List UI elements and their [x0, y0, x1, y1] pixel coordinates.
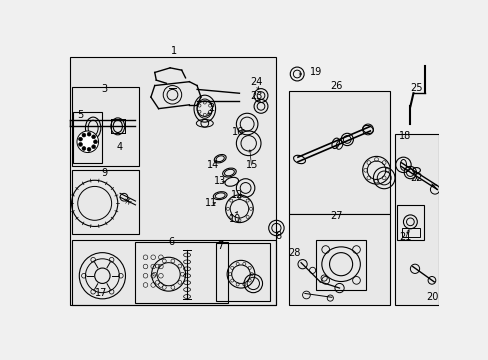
Text: 9: 9 — [102, 167, 107, 177]
Circle shape — [77, 131, 99, 153]
Text: 23: 23 — [250, 91, 262, 100]
Text: 21: 21 — [398, 232, 410, 242]
Bar — [316, 239, 366, 289]
Text: 26: 26 — [329, 81, 342, 91]
Circle shape — [93, 140, 97, 144]
Text: 28: 28 — [288, 248, 301, 258]
Text: 4: 4 — [117, 142, 123, 152]
Text: 1: 1 — [171, 46, 177, 56]
Circle shape — [79, 137, 82, 141]
Text: 2: 2 — [207, 103, 214, 113]
Bar — [73, 112, 102, 163]
Bar — [71, 170, 139, 234]
Text: 7: 7 — [217, 241, 223, 251]
Circle shape — [87, 132, 91, 136]
Text: 3: 3 — [102, 84, 107, 94]
Text: 20: 20 — [425, 292, 437, 302]
Bar — [396, 205, 424, 239]
Bar — [71, 239, 276, 305]
Text: 25: 25 — [409, 83, 422, 93]
Circle shape — [87, 147, 91, 151]
Bar — [288, 91, 389, 214]
Text: 8: 8 — [274, 231, 281, 241]
Text: 17: 17 — [95, 288, 107, 298]
Text: 10: 10 — [228, 214, 241, 224]
Text: 5: 5 — [77, 110, 83, 120]
Text: 16: 16 — [231, 127, 244, 137]
Text: 14: 14 — [207, 160, 219, 170]
Circle shape — [79, 143, 82, 146]
Bar — [71, 87, 139, 166]
Bar — [135, 242, 227, 303]
Text: 19: 19 — [310, 67, 322, 77]
Bar — [288, 214, 389, 305]
Text: 24: 24 — [250, 77, 262, 87]
Text: 12: 12 — [230, 190, 243, 200]
Text: 22: 22 — [409, 173, 422, 183]
Bar — [394, 134, 438, 305]
Bar — [401, 228, 420, 237]
Text: 18: 18 — [398, 131, 410, 141]
Circle shape — [82, 147, 86, 150]
Text: 13: 13 — [214, 176, 226, 186]
Text: 6: 6 — [168, 237, 174, 247]
Bar — [70, 57, 276, 305]
Text: 15: 15 — [245, 160, 258, 170]
Text: 27: 27 — [329, 211, 342, 221]
Circle shape — [82, 133, 86, 137]
Bar — [216, 243, 270, 301]
Text: 11: 11 — [204, 198, 217, 208]
Circle shape — [92, 135, 95, 139]
Circle shape — [92, 145, 95, 149]
